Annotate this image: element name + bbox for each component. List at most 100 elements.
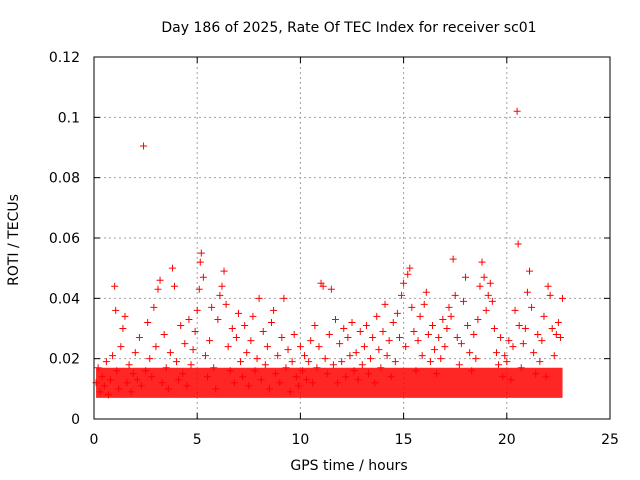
- dense-band: [96, 367, 563, 398]
- data-point: [492, 349, 500, 357]
- data-point: [315, 343, 323, 351]
- data-point: [196, 258, 204, 266]
- data-point: [193, 306, 201, 314]
- data-point: [336, 340, 344, 348]
- data-point: [365, 370, 373, 378]
- x-tick-label: 10: [291, 432, 309, 448]
- data-point: [455, 361, 463, 369]
- data-point: [175, 376, 183, 384]
- data-point: [540, 312, 548, 320]
- data-point: [247, 337, 255, 345]
- data-point: [245, 382, 253, 390]
- data-point: [290, 331, 298, 339]
- data-point: [393, 309, 401, 317]
- data-point: [263, 343, 271, 351]
- data-point: [352, 349, 360, 357]
- data-point: [257, 376, 265, 384]
- data-point: [554, 318, 562, 326]
- data-point: [204, 373, 212, 381]
- data-point: [495, 361, 503, 369]
- y-tick-label: 0.1: [58, 110, 80, 126]
- data-point: [125, 361, 133, 369]
- data-point: [377, 364, 385, 372]
- data-point: [313, 364, 321, 372]
- data-point: [218, 282, 226, 290]
- data-point: [111, 282, 119, 290]
- data-point: [152, 343, 160, 351]
- data-point: [228, 325, 236, 332]
- data-point: [362, 321, 370, 329]
- data-point: [509, 343, 517, 351]
- data-point: [544, 282, 552, 290]
- data-point: [303, 376, 311, 384]
- data-point: [212, 385, 220, 393]
- data-point: [166, 349, 174, 357]
- y-tick-label: 0: [71, 412, 80, 428]
- data-point: [515, 321, 523, 329]
- data-point: [526, 267, 534, 275]
- data-point: [179, 370, 187, 378]
- data-point: [344, 334, 352, 342]
- y-axis-label: ROTI / TECUs: [6, 194, 22, 286]
- data-point: [435, 334, 443, 342]
- data-point: [334, 379, 342, 387]
- data-point: [556, 334, 564, 342]
- data-point: [468, 367, 476, 375]
- data-point: [447, 312, 455, 320]
- data-point: [439, 315, 447, 323]
- data-point: [402, 343, 410, 351]
- axis-ticks: [93, 56, 611, 420]
- data-point: [497, 334, 505, 342]
- data-point: [457, 340, 465, 348]
- data-point: [490, 325, 498, 332]
- data-point: [338, 358, 346, 366]
- data-point: [214, 315, 222, 323]
- data-point: [511, 306, 519, 314]
- data-point: [499, 373, 507, 381]
- data-point: [107, 376, 115, 384]
- x-tick-label: 15: [395, 432, 413, 448]
- data-point: [278, 334, 286, 342]
- data-point: [391, 358, 399, 366]
- data-point: [348, 318, 356, 326]
- data-point: [237, 358, 245, 366]
- data-point: [559, 294, 567, 302]
- data-point: [102, 358, 110, 366]
- data-point: [428, 321, 436, 329]
- data-point: [321, 355, 329, 363]
- data-point: [350, 367, 358, 375]
- data-point: [268, 318, 276, 326]
- data-point: [433, 370, 441, 378]
- data-point: [398, 291, 406, 299]
- data-point: [552, 331, 560, 339]
- data-point: [462, 273, 470, 281]
- data-point: [284, 346, 292, 354]
- data-point: [400, 279, 408, 287]
- data-point: [197, 249, 205, 257]
- data-point: [443, 325, 451, 332]
- data-point: [424, 331, 432, 339]
- data-point: [135, 334, 143, 342]
- data-point: [311, 321, 319, 329]
- data-point: [387, 373, 395, 381]
- data-point: [528, 303, 536, 311]
- data-point: [119, 325, 127, 332]
- x-tick-labels: 0 5 10 15 20 25: [90, 432, 619, 448]
- data-point: [288, 358, 296, 366]
- data-point: [488, 297, 496, 305]
- data-point: [422, 288, 430, 296]
- data-point: [395, 334, 403, 342]
- data-point: [414, 337, 422, 345]
- data-point: [270, 306, 278, 314]
- data-point: [532, 370, 540, 378]
- data-point: [340, 325, 348, 332]
- data-point: [441, 343, 449, 351]
- x-tick-label: 20: [498, 432, 516, 448]
- data-point: [191, 328, 199, 336]
- data-point: [507, 376, 515, 384]
- dense-band-fill: [96, 367, 563, 398]
- data-point: [162, 364, 170, 372]
- data-point: [177, 321, 185, 329]
- data-point: [360, 343, 368, 351]
